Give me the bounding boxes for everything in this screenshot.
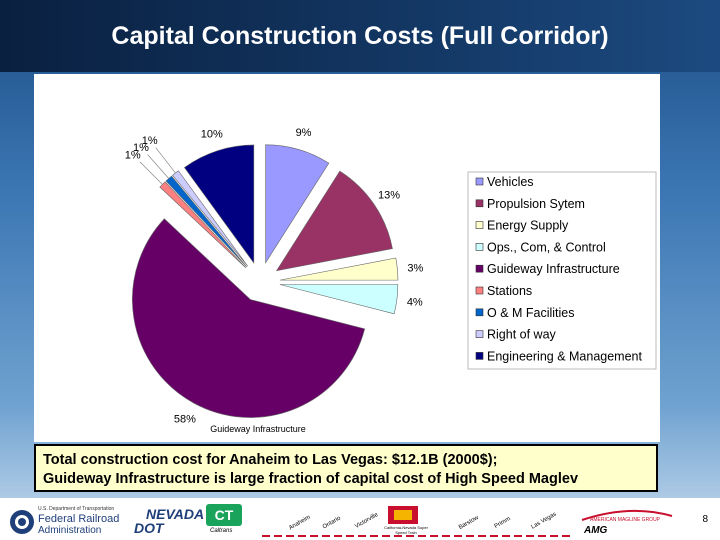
amg-text-2: AMG xyxy=(584,525,608,536)
legend-label: Guideway Infrastructure xyxy=(487,262,620,276)
slice-label: 58% xyxy=(174,414,196,426)
slice-label: 9% xyxy=(296,127,312,139)
legend-label: Right of way xyxy=(487,328,557,342)
fra-text-3: Administration xyxy=(38,525,102,536)
pie-slice xyxy=(132,218,366,418)
svg-text:CT: CT xyxy=(215,507,234,523)
legend: Vehicles Propulsion Sytem Energy Supply Ops… xyxy=(475,175,642,363)
slice-label: 1% xyxy=(142,135,158,147)
caltrans-text: Caltrans xyxy=(210,528,233,534)
pie-slice xyxy=(279,284,399,315)
legend-swatch xyxy=(475,221,484,229)
amg-swoosh-icon xyxy=(581,509,673,521)
pie-slice xyxy=(159,181,247,269)
slice-label: 13% xyxy=(378,189,400,201)
nevada-dot-logo xyxy=(120,506,196,534)
slice-labels: 9% 13% 3% 4% 58% 1%1%1% 10% xyxy=(125,127,424,426)
fra-text-2: Federal Railroad xyxy=(38,513,120,525)
chart-panel: 9% 13% 3% 4% 58% 1% 1% 1% 10% Vehicles Propulsion… xyxy=(34,74,660,442)
slice-label: 10% xyxy=(201,129,223,141)
leader-line xyxy=(139,161,163,185)
nevada-text: NEVADA xyxy=(146,506,205,522)
pie-slices xyxy=(132,144,399,418)
legend-swatch xyxy=(475,330,484,338)
legend-swatch xyxy=(475,199,484,208)
route-name: California-Nevada Super Speed Train xyxy=(384,525,428,535)
legend-label: O & M Facilities xyxy=(487,306,575,320)
slice-label: 3% xyxy=(407,262,423,274)
legend-label: Ops., Com, & Control xyxy=(487,240,606,254)
legend-label: Propulsion Sytem xyxy=(487,197,585,211)
summary-note: Total construction cost for Anaheim to L… xyxy=(34,444,658,492)
slice-label: 1% xyxy=(133,142,149,154)
footer-logos: CT U.S. Department of Transportation Fed… xyxy=(0,498,720,540)
caltrans-logo-icon xyxy=(206,504,242,526)
legend-swatch xyxy=(475,308,484,317)
pie-slice xyxy=(279,257,399,281)
amg-text-1: AMERICAN MAGLINE GROUP xyxy=(590,517,661,523)
legend-label: Vehicles xyxy=(487,175,534,189)
legend-swatch xyxy=(475,352,484,360)
page-number: 8 xyxy=(702,514,708,525)
legend-swatch xyxy=(475,177,484,186)
legend-label: Energy Supply xyxy=(487,219,569,233)
pie-slice xyxy=(265,144,330,264)
legend-swatch xyxy=(475,264,484,273)
title-bar xyxy=(0,0,720,72)
leader-line xyxy=(155,147,176,174)
slice-label: 1% xyxy=(125,150,141,162)
legend-box xyxy=(467,171,657,370)
pie-slice xyxy=(275,170,393,272)
chart-sub-label: Guideway Infrastructure xyxy=(210,424,306,434)
slide-title: Capital Construction Costs (Full Corrido… xyxy=(111,22,609,50)
note-line-2: Guideway Infrastructure is large fractio… xyxy=(43,471,579,487)
leader-lines xyxy=(139,147,176,185)
pie-chart: 9% 13% 3% 4% 58% 1%1%1% 10% Vehicles Propulsion… xyxy=(125,127,657,434)
fra-text-1: U.S. Department of Transportation xyxy=(38,506,115,512)
note-line-1: Total construction cost for Anaheim to L… xyxy=(43,452,498,468)
slice-label: 4% xyxy=(407,297,423,309)
legend-label: Engineering & Management xyxy=(487,349,642,363)
pie-slice xyxy=(184,144,255,264)
dot-text: DOT xyxy=(134,520,164,536)
legend-swatch xyxy=(475,243,484,251)
legend-label: Stations xyxy=(487,284,532,298)
leader-line xyxy=(147,154,170,179)
legend-swatch xyxy=(475,286,484,295)
